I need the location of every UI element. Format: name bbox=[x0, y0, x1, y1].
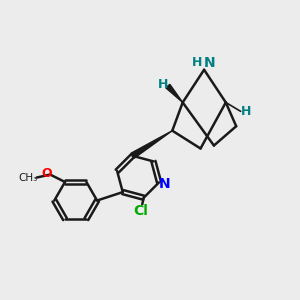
Text: Cl: Cl bbox=[133, 204, 148, 218]
Text: O: O bbox=[41, 167, 52, 180]
Text: CH₃: CH₃ bbox=[19, 172, 38, 182]
Polygon shape bbox=[166, 84, 183, 102]
Text: N: N bbox=[204, 56, 215, 70]
Polygon shape bbox=[131, 131, 172, 158]
Text: H: H bbox=[192, 56, 203, 69]
Text: H: H bbox=[158, 78, 169, 91]
Text: N: N bbox=[159, 177, 170, 191]
Text: H: H bbox=[241, 105, 251, 118]
